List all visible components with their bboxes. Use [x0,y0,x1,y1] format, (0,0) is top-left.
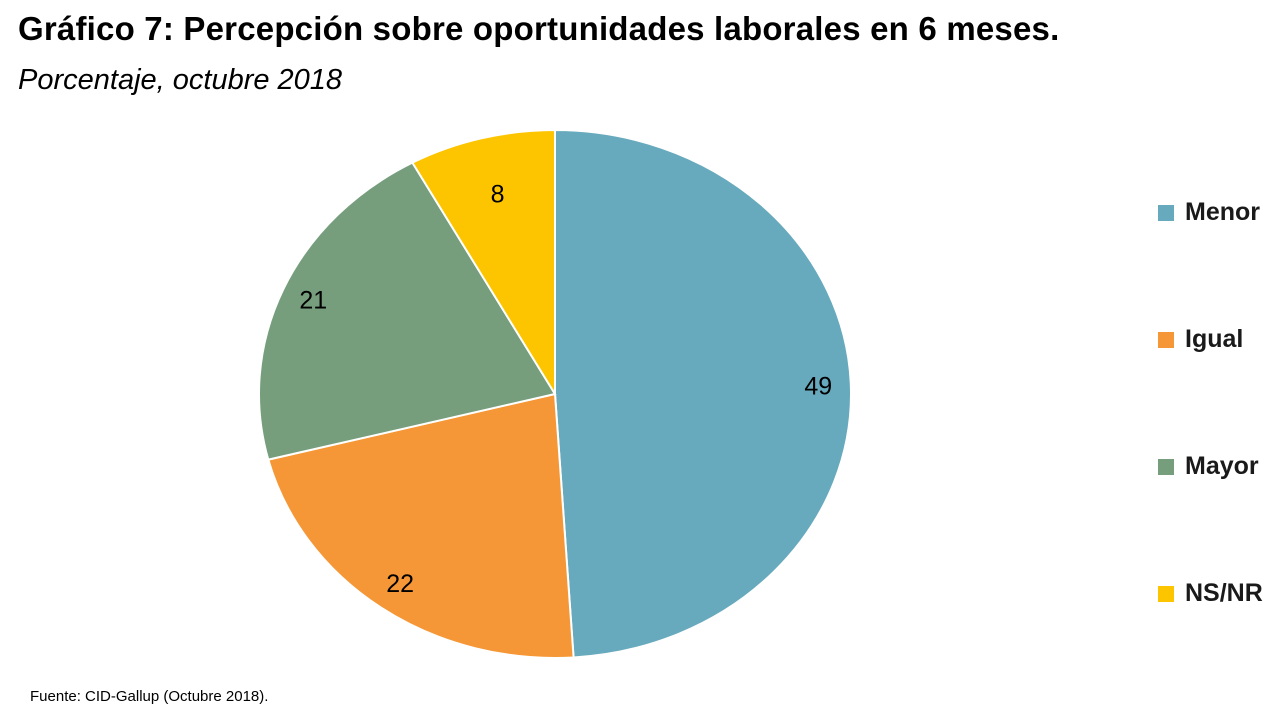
legend-item-mayor: Mayor [1158,452,1259,481]
chart-subtitle: Porcentaje, octubre 2018 [18,64,343,96]
pie-slice-igual [267,392,575,659]
pie-slice-menor [554,128,852,659]
data-label-ns-nr: 8 [491,181,505,209]
legend-swatch [1158,585,1174,602]
data-label-menor: 49 [804,373,832,401]
legend-swatch [1158,331,1174,348]
source-note: Fuente: CID-Gallup (Octubre 2018). [30,688,269,705]
legend-label: Igual [1185,325,1244,353]
legend-swatch [1158,458,1174,475]
legend-item-ns-nr: NS/NR [1158,579,1263,608]
pie-slice-mayor [258,161,557,461]
legend-swatch [1158,204,1174,221]
legend-item-menor: Menor [1158,198,1260,227]
chart-title: Gráfico 7: Percepción sobre oportunidade… [18,10,1060,47]
data-label-mayor: 21 [299,287,327,315]
legend-label: Mayor [1185,452,1259,480]
data-label-igual: 22 [386,570,414,598]
legend-label: Menor [1185,198,1260,226]
legend-item-igual: Igual [1158,325,1243,354]
legend-label: NS/NR [1185,579,1263,607]
pie-slice-ns-nr [410,128,556,398]
